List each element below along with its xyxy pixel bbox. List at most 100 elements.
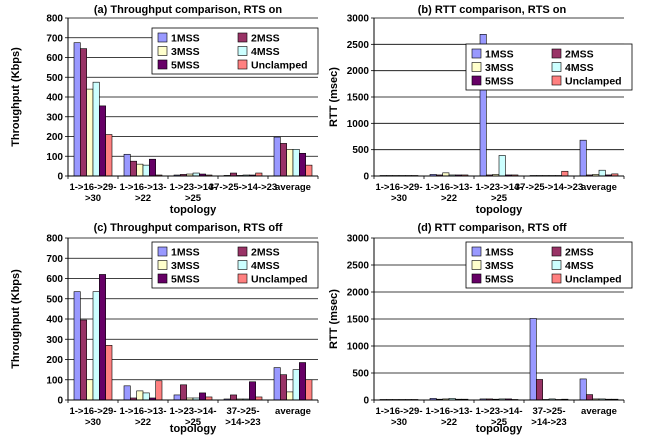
chart-panel-3: (d) RTT comparison, RTS off RTT (msec) 0 50… <box>328 222 633 435</box>
x-tick-label-line: 37->25->14->23 <box>515 182 583 193</box>
legend-label-4mss: 4MSS <box>565 260 594 272</box>
bar-2mss-4 <box>280 143 287 177</box>
y-tick-label: 400 <box>46 93 63 104</box>
bar-2mss-4 <box>586 394 593 401</box>
legend-label-unclamped: Unclamped <box>251 60 308 72</box>
bar-2mss-4 <box>280 374 287 401</box>
x-tick-label: 1->16->29->30 <box>69 406 116 428</box>
legend-swatch-1mss <box>471 246 482 257</box>
x-tick-label-line: >30 <box>391 193 407 204</box>
y-tick-label: 800 <box>46 234 63 245</box>
x-tick-label: 1->16->13->22 <box>119 406 166 428</box>
x-tick-label-line: >14->23 <box>225 417 260 428</box>
bar-2mss-1 <box>130 160 137 177</box>
bar-4mss-4 <box>292 369 300 401</box>
legend-label-unclamped: Unclamped <box>251 274 308 286</box>
y-tick-label: 0 <box>57 396 63 407</box>
legend-swatch-4mss <box>237 46 248 56</box>
bar-3mss-0 <box>86 379 94 401</box>
x-tick-label-line: average <box>581 406 617 417</box>
x-tick-label-line: 1->16->29- <box>69 406 116 417</box>
x-tick-label-line: 1->16->13- <box>119 182 166 193</box>
legend-label-1mss: 1MSS <box>171 33 200 45</box>
bar-2mss-3 <box>230 394 237 401</box>
x-axis-label: topology <box>170 423 217 435</box>
y-tick-label: 2500 <box>347 40 370 51</box>
x-tick-label: 1->16->29->30 <box>375 182 422 204</box>
legend-swatch-1mss <box>157 32 168 43</box>
x-tick-label: average <box>581 182 617 193</box>
y-tick-label: 1000 <box>347 342 370 353</box>
legend-label-5mss: 5MSS <box>485 274 514 286</box>
x-tick-label-line: 1->16->13- <box>425 406 472 417</box>
bar-5mss-3 <box>249 381 256 401</box>
y-tick-label: 700 <box>46 254 63 265</box>
x-tick-label-line: average <box>275 406 311 417</box>
x-tick-label: 1->16->13->22 <box>119 182 166 204</box>
legend-label-3mss: 3MSS <box>171 46 200 58</box>
chart-panel-1: (b) RTT comparison, RTS on RTT (msec) 0 500… <box>328 4 633 216</box>
bar-5mss-1 <box>149 158 156 177</box>
legend-swatch-5mss <box>157 59 168 70</box>
bar-4mss-0 <box>92 291 100 401</box>
legend-label-2mss: 2MSS <box>565 247 594 259</box>
legend-swatch-3mss <box>157 46 168 56</box>
legend-swatch-unclamped <box>237 59 248 70</box>
bar-1mss-1 <box>123 153 131 177</box>
legend-swatch-5mss <box>157 273 168 284</box>
legend-label-1mss: 1MSS <box>171 247 200 259</box>
y-tick-label: 3000 <box>347 234 370 245</box>
y-tick-label: 2000 <box>347 66 370 77</box>
legend-swatch-2mss <box>551 246 562 257</box>
legend-label-5mss: 5MSS <box>485 76 514 88</box>
x-tick-label-line: >25 <box>491 417 508 428</box>
bar-5mss-4 <box>299 362 306 401</box>
x-tick-label: 1->16->13->22 <box>425 182 472 204</box>
legend-swatch-5mss <box>471 273 482 284</box>
legend-swatch-3mss <box>471 62 482 72</box>
legend-swatch-unclamped <box>551 75 562 86</box>
x-tick-label-line: >25 <box>185 193 202 204</box>
x-tick-label-line: 1->16->13- <box>425 182 472 193</box>
x-tick-label: 1->16->29->30 <box>69 182 116 204</box>
x-tick-label: 1->23->14->25 <box>169 406 216 428</box>
legend-label-1mss: 1MSS <box>485 49 514 61</box>
x-tick-label-line: >25 <box>185 417 202 428</box>
bar-unclamped-0 <box>105 134 113 177</box>
chart-title: (d) RTT comparison, RTS off <box>417 222 566 234</box>
x-tick-label-line: 1->23->14- <box>475 182 522 193</box>
chart-title: (c) Throughput comparison, RTS off <box>94 222 283 234</box>
legend-swatch-2mss <box>237 246 248 257</box>
legend-box <box>465 241 633 289</box>
y-tick-label: 100 <box>46 375 63 386</box>
y-tick-label: 1500 <box>347 315 370 326</box>
x-tick-label-line: 37->25- <box>226 406 259 417</box>
bar-1mss-1 <box>123 385 131 401</box>
legend-label-4mss: 4MSS <box>251 46 280 58</box>
x-tick-label-line: >30 <box>85 417 101 428</box>
x-tick-label-line: >14->23 <box>531 417 566 428</box>
x-tick-label-line: 1->23->14- <box>169 406 216 417</box>
legend-swatch-unclamped <box>237 273 248 284</box>
bar-5mss-0 <box>99 105 106 177</box>
bar-1mss-4 <box>273 136 281 177</box>
bar-2mss-3 <box>536 379 543 401</box>
legend-swatch-2mss <box>237 32 248 43</box>
legend-label-3mss: 3MSS <box>485 62 514 74</box>
x-tick-label-line: 1->23->14- <box>475 406 522 417</box>
bar-4mss-1 <box>142 392 150 401</box>
y-tick-label: 300 <box>46 112 63 123</box>
x-tick-label: 37->25->14->23 <box>209 182 277 193</box>
legend-swatch-4mss <box>551 260 562 270</box>
legend-label-2mss: 2MSS <box>565 49 594 61</box>
legend-swatch-4mss <box>237 260 248 270</box>
y-axis-label: RTT (msec) <box>328 289 340 349</box>
x-axis-label: topology <box>476 204 523 216</box>
legend-swatch-2mss <box>551 48 562 59</box>
x-tick-label-line: >22 <box>135 417 151 428</box>
bar-4mss-4 <box>292 149 300 177</box>
bar-5mss-4 <box>299 152 306 177</box>
bar-unclamped-3 <box>561 170 569 177</box>
y-tick-label: 3000 <box>347 14 370 25</box>
